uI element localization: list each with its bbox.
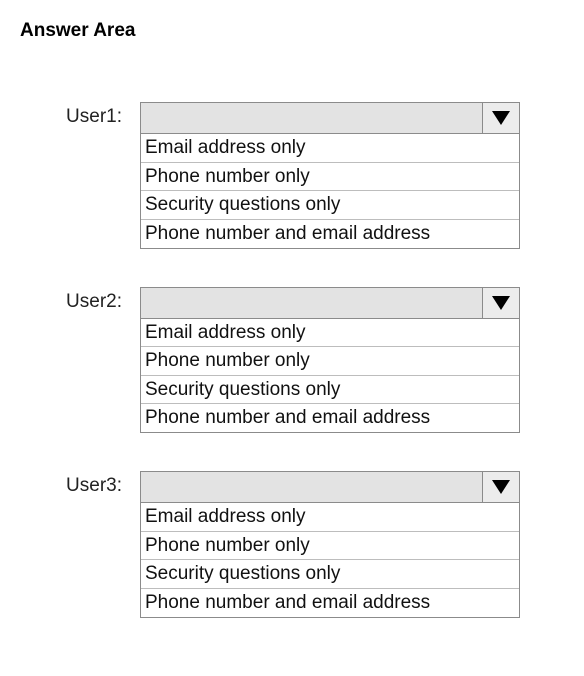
chevron-down-icon[interactable] (482, 288, 519, 318)
combo-option[interactable]: Phone number only (141, 347, 519, 376)
chevron-down-icon[interactable] (482, 103, 519, 133)
combo-option[interactable]: Phone number and email address (141, 589, 519, 617)
combo-value-user2 (141, 288, 482, 318)
combo-options-user3: Email address only Phone number only Sec… (140, 503, 520, 618)
combo-options-user1: Email address only Phone number only Sec… (140, 134, 520, 249)
combo-head-user3[interactable] (140, 471, 520, 503)
dropdown-row-user2: User2: Email address only Phone number o… (20, 287, 564, 434)
combo-option[interactable]: Phone number and email address (141, 404, 519, 432)
combo-option[interactable]: Phone number and email address (141, 220, 519, 248)
combo-user3: Email address only Phone number only Sec… (140, 471, 520, 618)
combo-user1: Email address only Phone number only Sec… (140, 102, 520, 249)
chevron-down-icon[interactable] (482, 472, 519, 502)
combo-option[interactable]: Security questions only (141, 376, 519, 405)
combo-head-user1[interactable] (140, 102, 520, 134)
page-title: Answer Area (20, 20, 564, 42)
combo-option[interactable]: Phone number only (141, 532, 519, 561)
combo-option[interactable]: Email address only (141, 319, 519, 348)
combo-head-user2[interactable] (140, 287, 520, 319)
dropdown-row-user3: User3: Email address only Phone number o… (20, 471, 564, 618)
combo-option[interactable]: Security questions only (141, 560, 519, 589)
dropdown-row-user1: User1: Email address only Phone number o… (20, 102, 564, 249)
combo-option[interactable]: Email address only (141, 134, 519, 163)
combo-value-user3 (141, 472, 482, 502)
dropdown-label-user3: User3: (20, 471, 140, 497)
combo-user2: Email address only Phone number only Sec… (140, 287, 520, 434)
combo-value-user1 (141, 103, 482, 133)
combo-option[interactable]: Phone number only (141, 163, 519, 192)
combo-option[interactable]: Email address only (141, 503, 519, 532)
dropdown-label-user1: User1: (20, 102, 140, 128)
combo-options-user2: Email address only Phone number only Sec… (140, 319, 520, 434)
combo-option[interactable]: Security questions only (141, 191, 519, 220)
dropdown-label-user2: User2: (20, 287, 140, 313)
